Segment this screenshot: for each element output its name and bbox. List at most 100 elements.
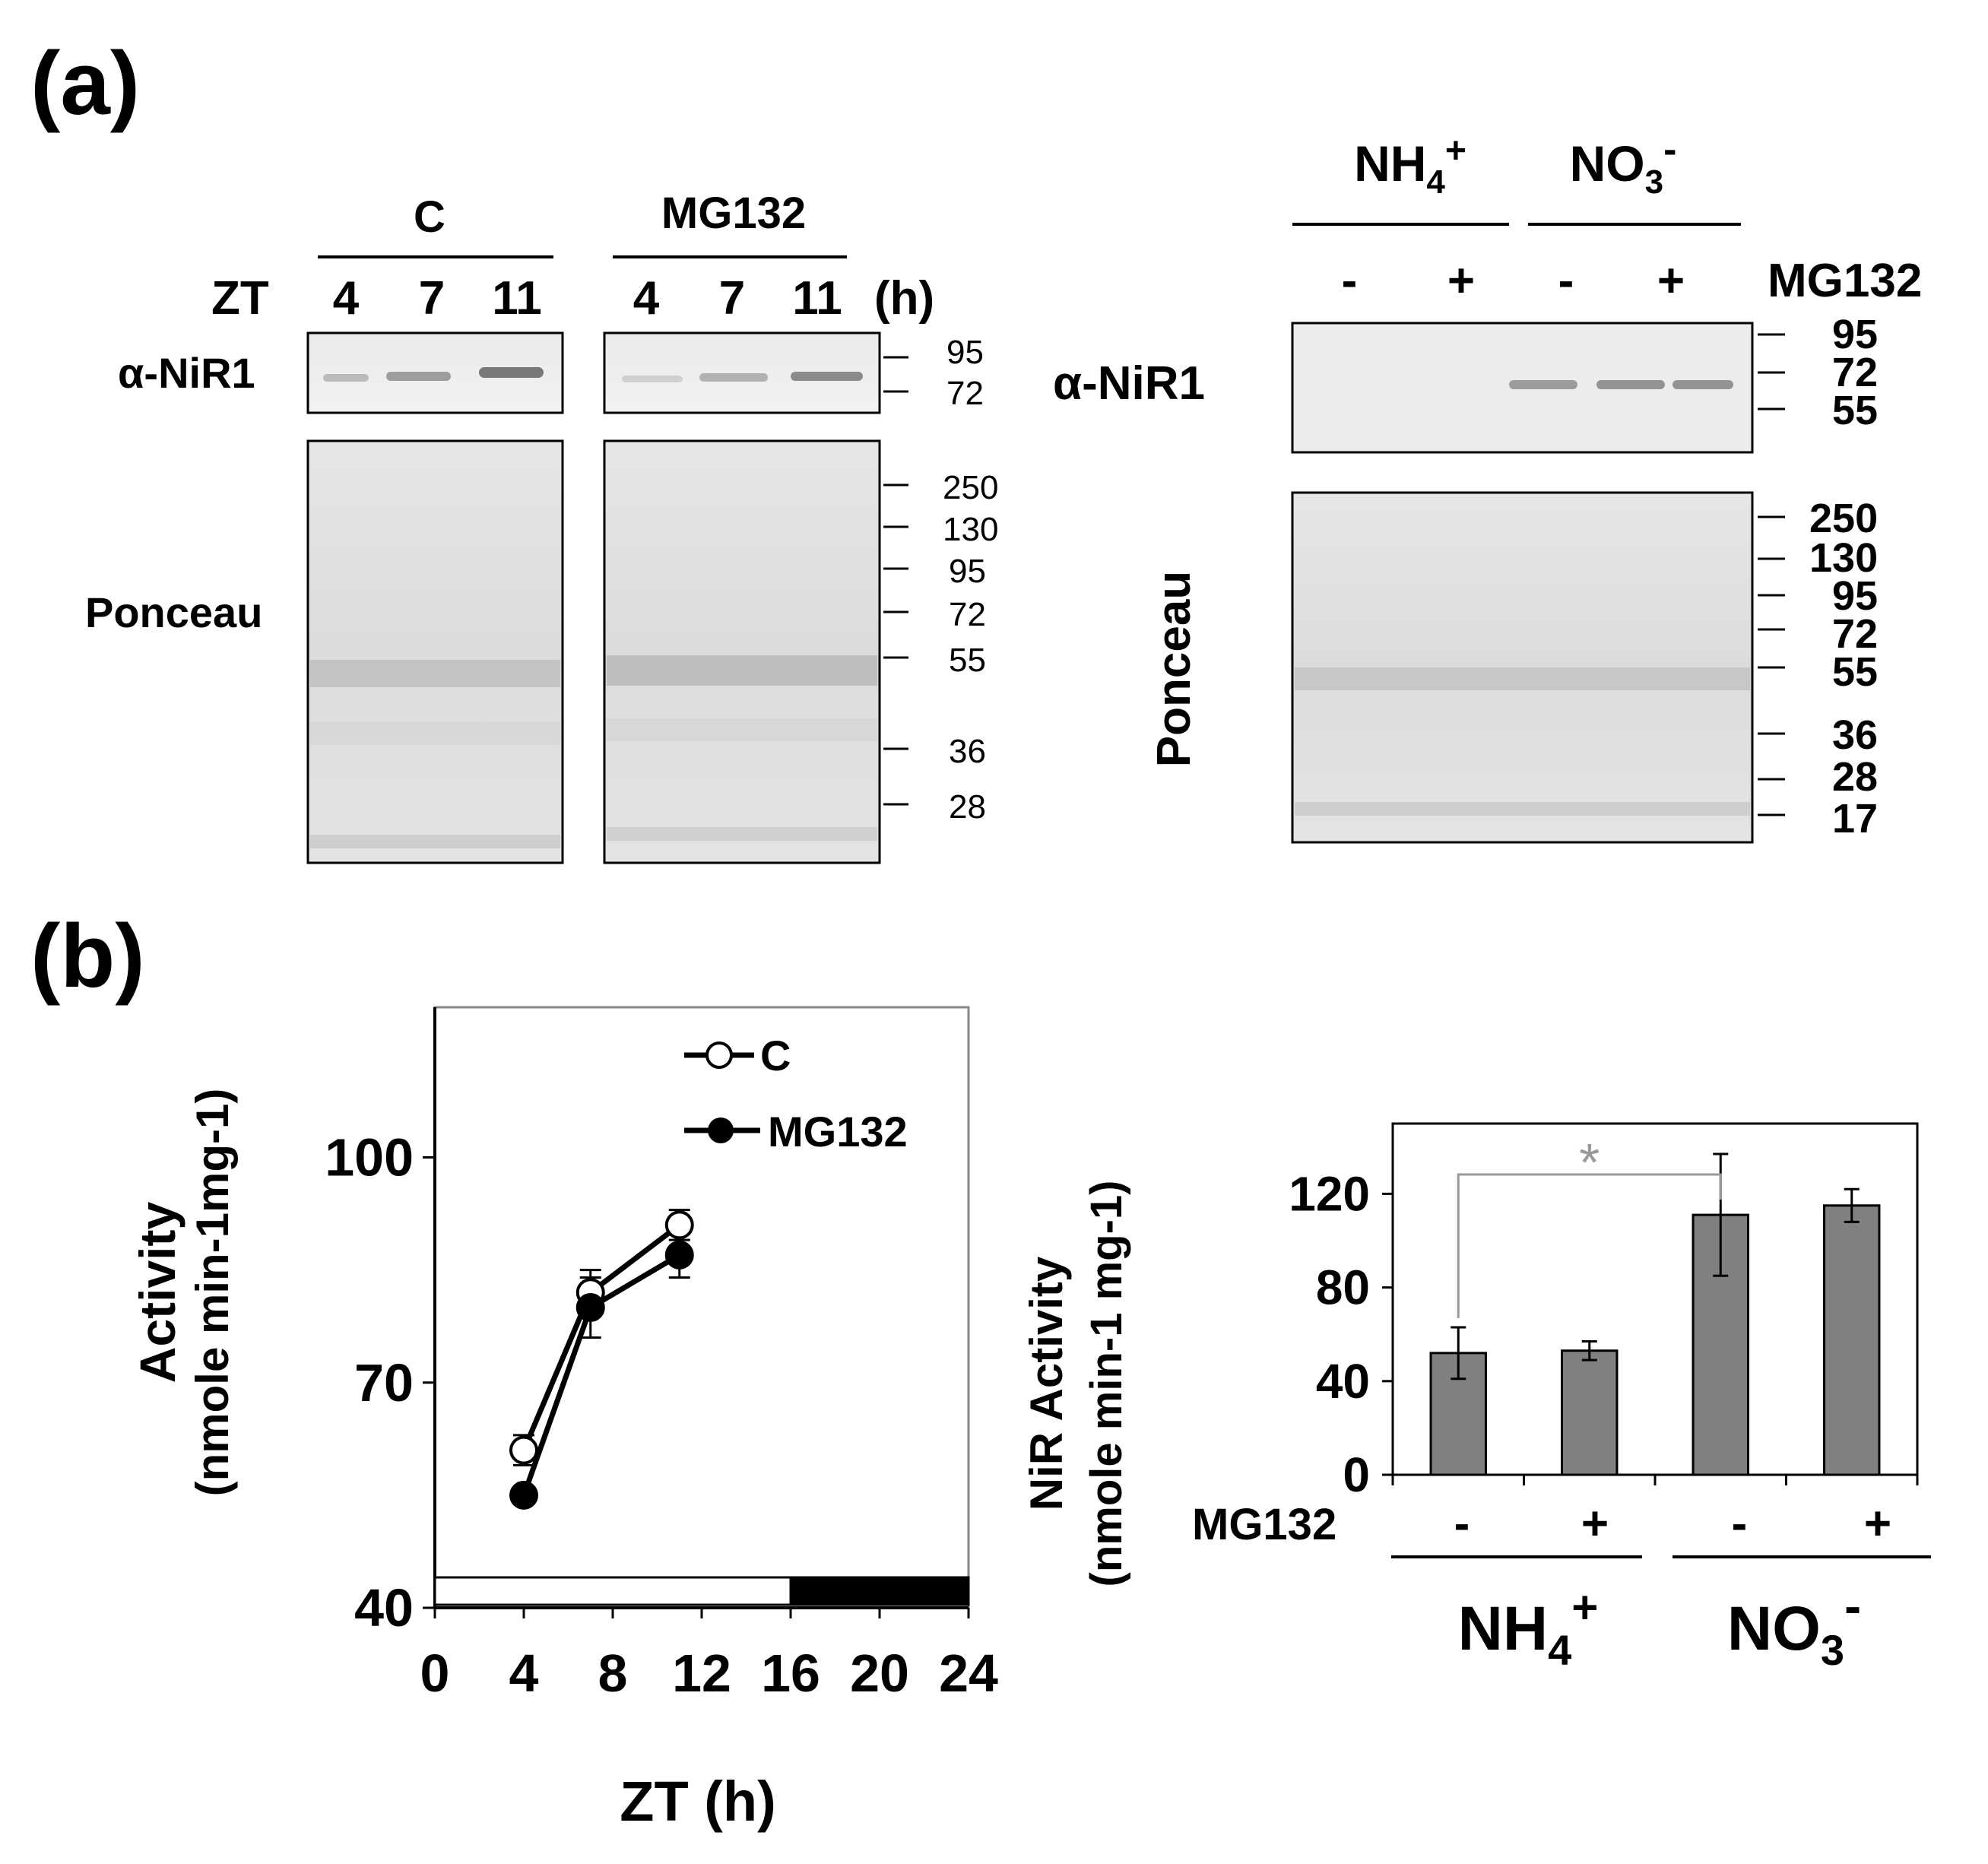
y-tick-label: 40 [1316, 1354, 1370, 1409]
lane-label: 11 [492, 272, 542, 325]
ponceau-stain-image [306, 439, 564, 864]
data-point-mg132 [664, 1240, 694, 1270]
y-axis-title: NiR Activity [1021, 1256, 1072, 1511]
marker-label: 250 [943, 469, 998, 506]
bar [1823, 1204, 1881, 1476]
legend: C MG132 [684, 1032, 908, 1155]
lane-label: 7 [719, 272, 745, 325]
dark-period-bar [789, 1576, 970, 1606]
group-nh4-label: NH4+ [1458, 1582, 1599, 1674]
marker-label: 36 [949, 733, 986, 770]
x-tick-label: 0 [420, 1644, 450, 1703]
data-point-c [509, 1435, 538, 1465]
category-sign: - [1732, 1498, 1748, 1550]
marker-label: 17 [1832, 796, 1878, 842]
y-axis-title: (nmole min-1mg-1) [187, 1089, 238, 1497]
blot-band [479, 367, 544, 378]
marker-label: 72 [1832, 611, 1878, 657]
marker-label: 55 [949, 642, 986, 679]
x-tick-label: 12 [672, 1644, 731, 1703]
marker-label: 95 [1832, 312, 1878, 357]
category-sign: + [1864, 1498, 1891, 1550]
legend-marker-mg132 [708, 1117, 734, 1143]
lane-label: 4 [333, 272, 360, 325]
blot-band [1509, 380, 1577, 389]
marker-label: 72 [949, 596, 986, 633]
series-line-c [521, 1222, 681, 1451]
lane-sign: - [1342, 255, 1358, 307]
blot-band [323, 374, 369, 382]
lane-sign: + [1657, 255, 1685, 307]
data-point-mg132 [575, 1293, 605, 1322]
legend-label: MG132 [768, 1108, 908, 1155]
marker-label: 95 [1832, 573, 1878, 619]
blot-band [386, 372, 451, 381]
category-sign: + [1581, 1498, 1609, 1550]
bar-chart-marks: * [1429, 1133, 1881, 1476]
blot-band [1596, 380, 1665, 389]
marker-label: 55 [1832, 388, 1878, 433]
panel-a-label: (a) [30, 33, 140, 134]
y-tick-label: 100 [325, 1128, 414, 1187]
blot-band [622, 376, 683, 382]
blot-band [1673, 380, 1733, 389]
y-tick-label: 70 [354, 1353, 414, 1412]
unit-label: (h) [874, 272, 934, 325]
y-axis-title: (nmole min-1 mg-1) [1082, 1181, 1131, 1587]
lane-label: 4 [633, 272, 660, 325]
x-tick-label: 8 [598, 1644, 628, 1703]
marker-label: 95 [946, 334, 984, 371]
nh4-label: NH4+ [1354, 131, 1466, 201]
ponceau-band [310, 835, 560, 848]
light-period-bar [433, 1576, 792, 1606]
lane-sign: + [1447, 255, 1475, 307]
ponceau-band [607, 827, 877, 841]
line-chart-marks [433, 1209, 970, 1606]
left-blot: C MG132 ZT 4 7 11 4 7 11 (h) α-NiR1 95 7… [85, 189, 998, 864]
lane-sign: - [1558, 255, 1574, 307]
ponceau-band [1295, 667, 1750, 690]
group-c-label: C [414, 192, 445, 242]
marker-label: 36 [1832, 712, 1878, 758]
y-tick-label: 0 [1343, 1447, 1370, 1502]
marker-label: 55 [1832, 649, 1878, 695]
mg132-label: MG132 [1768, 255, 1922, 307]
blot-band [791, 372, 863, 381]
category-sign: - [1454, 1498, 1470, 1550]
no3-label: NO3- [1570, 128, 1677, 201]
legend-label: C [760, 1032, 791, 1079]
antibody-label: α-NiR1 [1053, 357, 1205, 410]
right-blot: NH4+ NO3- - + - + MG132 α-NiR1 95 72 55 … [1053, 128, 1922, 844]
ponceau-stain-image [603, 439, 881, 864]
x-tick-label: 4 [509, 1644, 539, 1703]
line-chart: 0 4 8 12 16 20 24 40 70 100 Activity (nmole min-1… [129, 1006, 998, 1833]
marker-label: 130 [943, 511, 998, 548]
ponceau-label: Ponceau [85, 588, 262, 636]
panel-b-label: (b) [30, 906, 145, 1006]
marker-label: 72 [1832, 350, 1878, 395]
bar-chart: 0 40 80 120 * NiR Activity (nmole min-1 mg-… [1021, 1122, 1931, 1674]
ponceau-label: Ponceau [1148, 571, 1200, 767]
y-tick-label: 40 [354, 1578, 414, 1637]
group-no3-label: NO3- [1727, 1577, 1861, 1674]
group-mg132-label: MG132 [661, 189, 806, 238]
ponceau-band [310, 722, 560, 745]
significance-star: * [1579, 1133, 1600, 1192]
marker-label: 28 [1832, 754, 1878, 800]
marker-label: 95 [949, 553, 986, 590]
bar [1561, 1349, 1619, 1476]
zt-label: ZT [211, 272, 269, 325]
x-tick-label: 24 [939, 1644, 998, 1703]
bar-chart-axes: 0 40 80 120 [1289, 1166, 1919, 1502]
ponceau-band [1295, 802, 1750, 816]
ponceau-band [310, 660, 560, 687]
antibody-label: α-NiR1 [118, 349, 255, 397]
y-axis-title: Activity [129, 1202, 185, 1384]
y-tick-label: 80 [1316, 1260, 1370, 1315]
x-tick-label: 20 [850, 1644, 909, 1703]
marker-label: 130 [1809, 535, 1878, 581]
marker-label: 28 [949, 788, 986, 826]
y-tick-label: 120 [1289, 1166, 1370, 1221]
marker-label: 250 [1809, 496, 1878, 541]
ponceau-band [607, 655, 877, 686]
